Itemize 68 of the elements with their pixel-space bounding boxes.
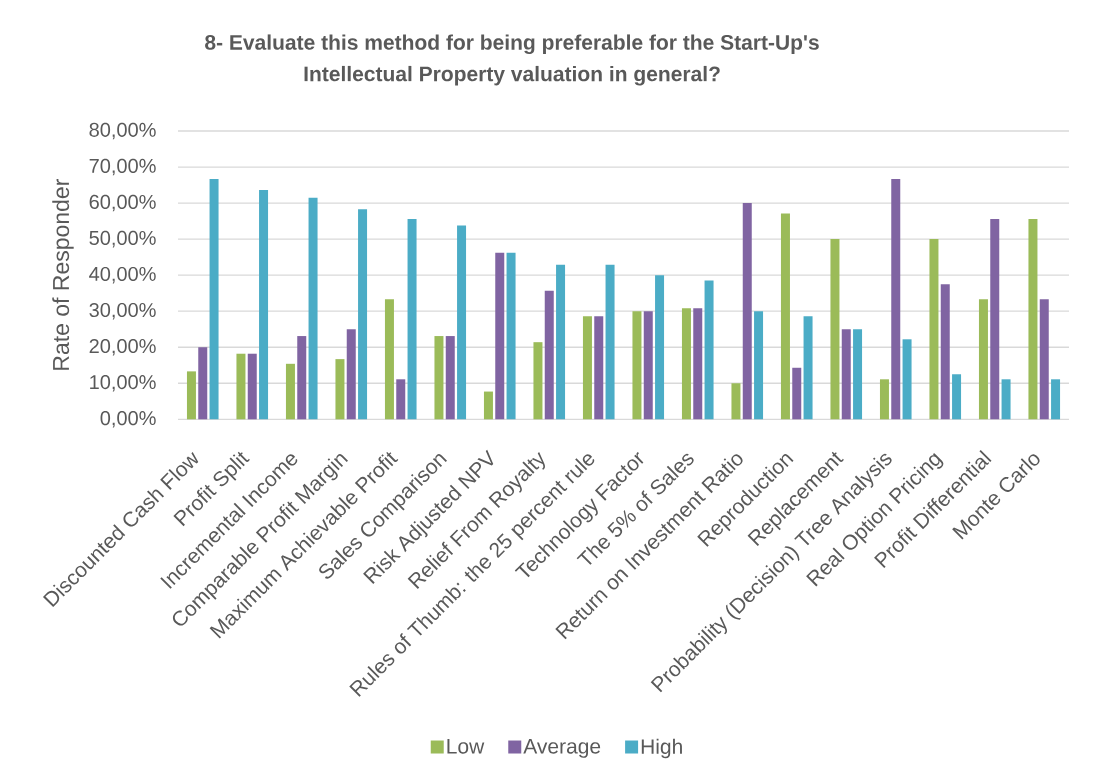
y-tick-label: 0,00% — [100, 411, 156, 428]
bar — [556, 264, 566, 420]
bar — [297, 336, 307, 420]
bar — [643, 311, 653, 420]
y-tick-label: 10,00% — [90, 375, 156, 392]
bar — [681, 308, 691, 420]
bar — [259, 190, 269, 420]
bar — [754, 311, 764, 420]
bar — [495, 252, 505, 420]
y-tick-label: 70,00% — [89, 158, 156, 176]
bar — [346, 329, 356, 420]
bar — [1028, 218, 1038, 420]
bar — [544, 290, 554, 420]
chart-title: 8- Evaluate this method for being preferable for the Start-Up's Intellectual Property valuation in general? — [205, 34, 819, 86]
bar — [198, 347, 208, 420]
bar — [940, 284, 950, 420]
bar — [506, 252, 516, 420]
bar — [780, 213, 790, 420]
bar — [358, 209, 368, 420]
bar — [407, 218, 417, 420]
y-tick-label: 40,00% — [89, 266, 156, 284]
bar — [952, 374, 962, 420]
bar — [803, 316, 813, 420]
y-axis-title: Rate of Responder — [52, 179, 74, 370]
y-tick-label: 30,00% — [89, 302, 156, 320]
bar — [891, 178, 901, 420]
bar — [236, 353, 246, 420]
y-tick-label: 80,00% — [89, 122, 156, 140]
bar — [186, 371, 196, 420]
bar — [396, 379, 406, 420]
bar — [731, 383, 741, 420]
bar — [632, 311, 642, 420]
bar — [879, 379, 889, 420]
bar — [978, 299, 988, 420]
bar — [445, 336, 455, 420]
bar — [533, 342, 543, 420]
bar — [929, 239, 939, 420]
bar — [704, 280, 714, 420]
bar — [902, 339, 912, 420]
bar — [457, 225, 467, 420]
bar — [384, 299, 394, 420]
bar — [335, 359, 345, 420]
legend-label: Average — [523, 739, 601, 758]
legend-label: High — [641, 738, 682, 759]
bar — [209, 178, 219, 420]
bar — [247, 353, 257, 420]
bar — [308, 197, 318, 420]
y-tick-label: 60,00% — [89, 194, 156, 212]
bar — [990, 218, 1000, 420]
bar — [792, 367, 802, 420]
bar — [594, 316, 604, 420]
bar — [434, 336, 444, 420]
bar — [1051, 379, 1061, 420]
bar — [841, 329, 851, 420]
bar — [1039, 299, 1049, 420]
bar — [830, 239, 840, 420]
bar — [582, 316, 592, 420]
bar — [285, 363, 295, 420]
y-tick-label: 20,00% — [89, 338, 156, 356]
bar — [853, 329, 863, 420]
bar — [693, 308, 703, 420]
bar — [655, 275, 665, 420]
legend-label: Low — [447, 739, 485, 754]
bar — [1001, 379, 1011, 420]
bar — [742, 203, 752, 420]
bar — [483, 391, 493, 420]
y-tick-label: 50,00% — [89, 230, 156, 248]
bar — [605, 264, 615, 420]
